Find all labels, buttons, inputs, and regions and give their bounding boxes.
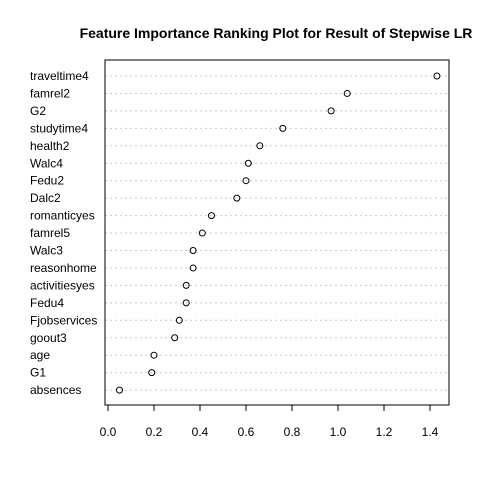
x-tick-label: 0.6 xyxy=(238,425,255,439)
category-label: Dalc2 xyxy=(30,191,61,205)
category-label: goout3 xyxy=(30,331,67,345)
x-tick-label: 0.2 xyxy=(146,425,163,439)
x-tick-label: 0.4 xyxy=(192,425,209,439)
category-label: studytime4 xyxy=(30,121,88,135)
category-label: health2 xyxy=(30,139,70,153)
category-label: reasonhome xyxy=(30,261,97,275)
category-labels: traveltime4 famrel2 G2 studytime4 health2 Wal… xyxy=(30,69,97,397)
category-label: famrel5 xyxy=(30,226,70,240)
x-tick-label: 0.8 xyxy=(284,425,301,439)
category-label: famrel2 xyxy=(30,86,70,100)
x-axis: 0.0 0.2 0.4 0.6 0.8 1.0 1.2 1.4 xyxy=(100,405,439,439)
x-tick-label: 1.2 xyxy=(376,425,393,439)
category-label: absences xyxy=(30,383,81,397)
category-label: Fedu4 xyxy=(30,296,64,310)
category-label: romanticyes xyxy=(30,209,95,223)
x-tick-label: 0.0 xyxy=(100,425,117,439)
category-label: activitiesyes xyxy=(30,278,95,292)
category-label: Fedu2 xyxy=(30,174,64,188)
category-label: Walc4 xyxy=(30,156,63,170)
category-label: Fjobservices xyxy=(30,313,97,327)
category-label: G1 xyxy=(30,366,46,380)
category-label: traveltime4 xyxy=(30,69,89,83)
category-label: age xyxy=(30,348,50,362)
x-tick-label: 1.0 xyxy=(330,425,347,439)
category-label: Walc3 xyxy=(30,244,63,258)
chart-title: Feature Importance Ranking Plot for Resu… xyxy=(80,25,473,41)
category-label: G2 xyxy=(30,104,46,118)
grid-lines xyxy=(105,76,449,390)
x-tick-label: 1.4 xyxy=(422,425,439,439)
